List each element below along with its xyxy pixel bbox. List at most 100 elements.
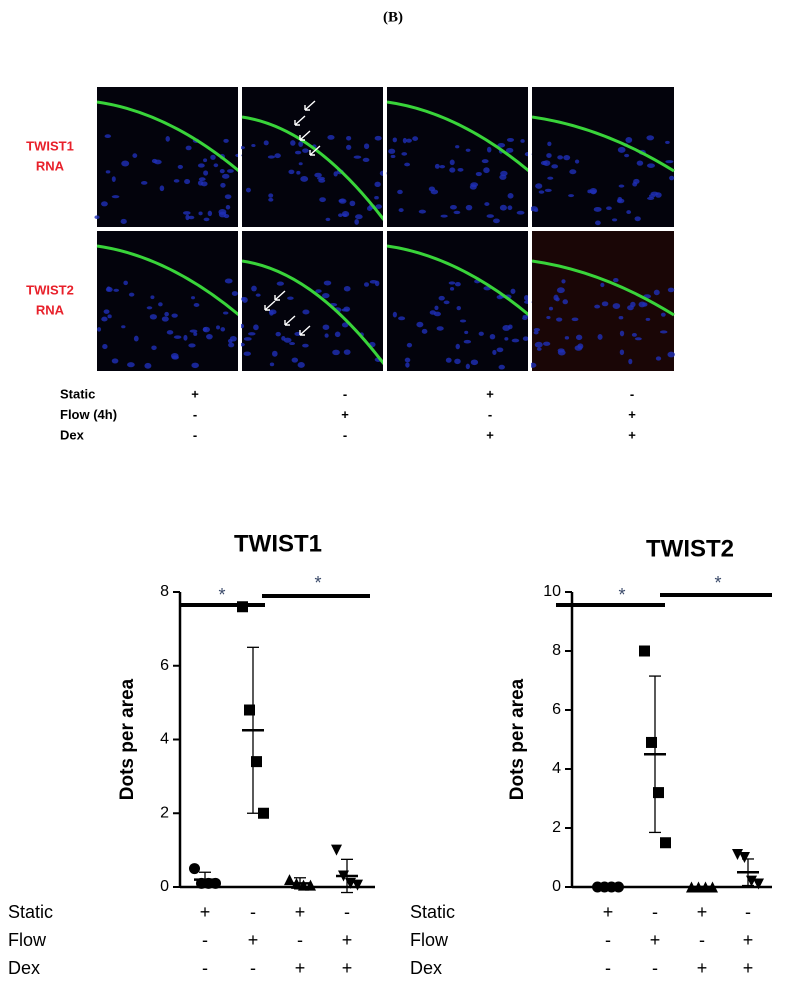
nucleus: [546, 316, 551, 320]
nucleus: [127, 362, 135, 368]
nucleus: [189, 329, 198, 333]
condition-sign: -: [745, 902, 751, 922]
condition-label: Flow (4h): [60, 407, 117, 422]
nucleus: [483, 167, 490, 174]
nucleus: [121, 325, 126, 329]
nucleus: [418, 209, 427, 214]
nucleus: [294, 150, 302, 155]
condition-sign: -: [344, 902, 350, 922]
nucleus: [267, 155, 276, 159]
nucleus: [388, 148, 396, 154]
nucleus: [302, 148, 309, 153]
nucleus: [193, 332, 198, 336]
nucleus: [319, 197, 326, 203]
micrograph: [97, 87, 239, 227]
nucleus: [625, 137, 633, 143]
nucleus: [416, 321, 424, 328]
condition-sign: +: [697, 958, 708, 978]
nucleus: [200, 181, 208, 187]
nucleus: [363, 143, 370, 150]
chart-title: TWIST1: [234, 530, 322, 557]
nucleus: [251, 285, 257, 292]
nucleus: [547, 176, 554, 180]
nucleus: [223, 138, 229, 143]
nucleus: [341, 211, 350, 217]
arrow: [294, 115, 306, 126]
nucleus: [206, 333, 213, 340]
nucleus: [628, 358, 633, 365]
nucleus: [469, 184, 477, 190]
nucleus: [655, 192, 662, 198]
nucleus: [536, 347, 542, 351]
nucleus: [457, 167, 464, 172]
panel-label: (B): [383, 9, 403, 25]
nucleus: [374, 280, 380, 287]
nucleus: [594, 304, 601, 309]
nucleus: [366, 205, 373, 212]
nucleus: [520, 139, 525, 143]
condition-label: Static: [8, 902, 53, 922]
nucleus: [363, 282, 370, 287]
nucleus: [144, 362, 152, 369]
dot-plot: TWIST2 Dots per area 0 2 4 6 8 10 * * Static + - + - Fl…: [410, 535, 772, 978]
nucleus: [445, 357, 452, 363]
nucleus: [271, 350, 278, 357]
condition-label: Static: [60, 386, 95, 401]
nucleus: [624, 153, 630, 158]
condition-sign: -: [202, 958, 208, 978]
nucleus: [667, 351, 675, 358]
nucleus: [619, 349, 625, 356]
nucleus: [504, 337, 509, 341]
nucleus: [120, 218, 127, 224]
nucleus: [255, 293, 261, 297]
nucleus: [538, 190, 545, 194]
condition-label: Flow: [410, 930, 449, 950]
condition-sign: -: [605, 958, 611, 978]
nucleus: [220, 182, 226, 188]
nucleus: [669, 175, 675, 181]
y-tick-label: 2: [552, 819, 561, 836]
nucleus: [203, 170, 209, 176]
condition-sign: +: [248, 930, 259, 950]
nucleus: [227, 169, 234, 173]
nucleus: [486, 146, 492, 153]
data-point: [653, 787, 664, 799]
nucleus: [374, 196, 379, 200]
nucleus: [449, 205, 457, 210]
nucleus: [188, 343, 196, 348]
row-label: TWIST2: [26, 282, 74, 297]
nucleus: [507, 205, 513, 211]
nucleus: [274, 153, 281, 159]
micrograph-grid: [94, 87, 675, 372]
nucleus: [197, 163, 205, 168]
nucleus: [619, 330, 625, 337]
nucleus: [94, 215, 100, 220]
row-label: RNA: [36, 158, 65, 173]
arrow: [284, 315, 296, 326]
y-axis-label: Dots per area: [507, 678, 528, 800]
nucleus: [449, 167, 456, 173]
data-point: [305, 879, 316, 891]
micrograph: [242, 87, 384, 227]
data-point: [298, 879, 309, 891]
nucleus: [486, 214, 494, 218]
nucleus: [338, 199, 345, 203]
nucleus: [111, 176, 116, 183]
arrow: [299, 325, 311, 336]
nucleus: [288, 169, 295, 175]
nucleus: [202, 326, 210, 333]
nucleus: [546, 153, 552, 159]
y-tick-label: 0: [160, 878, 169, 895]
nucleus: [107, 314, 112, 319]
nucleus: [341, 322, 349, 328]
nucleus: [613, 278, 619, 283]
nucleus: [324, 333, 329, 338]
data-point: [646, 736, 657, 748]
nucleus: [121, 160, 130, 167]
nucleus: [334, 331, 341, 338]
nucleus: [453, 210, 461, 215]
nucleus: [449, 159, 455, 166]
nucleus: [398, 316, 406, 321]
row-label: RNA: [36, 302, 65, 317]
